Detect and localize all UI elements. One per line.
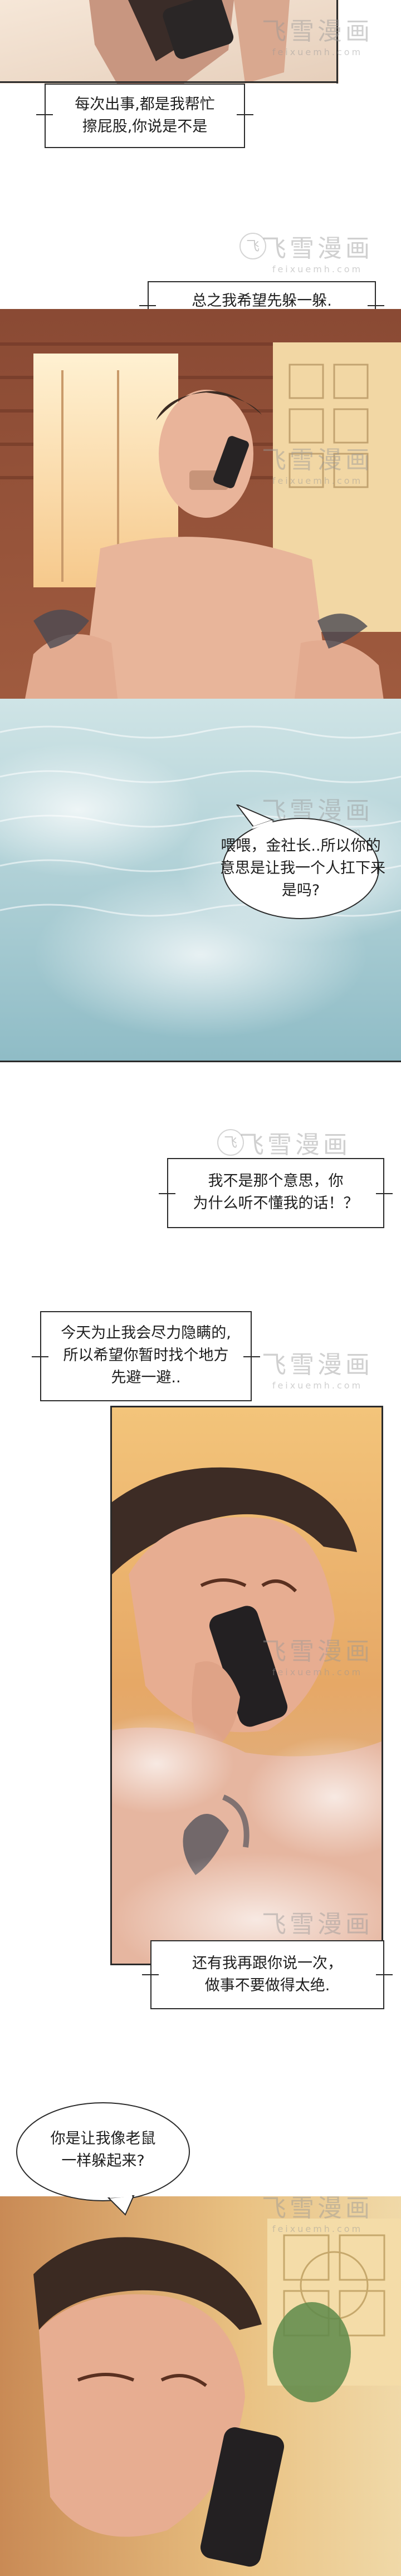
watermark: 飞雪漫画 feixuemh.com [262, 228, 373, 274]
crop-mark [142, 1974, 159, 1975]
panel-1-art [0, 0, 339, 84]
panel-border [0, 1061, 401, 1062]
comic-panel-4 [0, 2196, 401, 2576]
panel-2-art [0, 309, 401, 1061]
crop-mark [243, 1356, 260, 1357]
comic-panel-3 [110, 1406, 383, 1965]
narration-line: 擦屁股,你说是不是 [82, 118, 208, 135]
watermark-text: 飞雪漫画 [262, 17, 373, 46]
watermark-url: feixuemh.com [272, 1667, 363, 1677]
speech-line: 你是让我像老鼠 [50, 2130, 156, 2147]
speech-bubble-text: 你是让我像老鼠 一样躲起来? [14, 2128, 192, 2172]
watermark-text: 飞雪漫画 [262, 234, 373, 263]
narration-line: 所以希望你暂时找个地方 [63, 1347, 229, 1364]
speech-bubble: 喂喂，金社长..所以你的 意思是让我一个人扛下来 是吗? [220, 804, 385, 921]
watermark: 飞雪漫画 feixuemh.com [262, 11, 373, 57]
crop-mark [36, 114, 53, 115]
watermark-seal: 飞 [239, 233, 266, 259]
watermark-text: 飞雪漫画 [262, 2194, 373, 2222]
watermark-url: feixuemh.com [272, 475, 363, 486]
narration-line: 做事不要做得太绝. [204, 1977, 330, 1994]
narration-box: 每次出事,都是我帮忙 擦屁股,你说是不是 [45, 84, 245, 148]
speech-bubble-shape [222, 804, 379, 919]
watermark: 飞雪漫画 feixuemh.com [262, 1631, 373, 1677]
speech-bubble-shape [16, 2102, 190, 2216]
crop-mark [32, 1356, 48, 1357]
panel-4-art [0, 2196, 401, 2576]
narration-line: 先避一避.. [111, 1369, 181, 1386]
watermark-text: 飞雪漫画 [262, 1637, 373, 1666]
speech-bubble-text: 喂喂，金社长..所以你的 意思是让我一个人扛下来 是吗? [220, 835, 385, 902]
watermark-url: feixuemh.com [272, 264, 363, 274]
speech-line: 一样躲起来? [61, 2152, 145, 2170]
watermark-text: 飞雪漫画 [239, 1131, 351, 1159]
watermark: 飞雪漫画 feixuemh.com [262, 1345, 373, 1391]
narration-line: 为什么听不懂我的话！？ [193, 1195, 359, 1212]
crop-mark [376, 1193, 393, 1194]
narration-line: 还有我再跟你说一次， [192, 1955, 343, 1972]
crop-mark [376, 1974, 393, 1975]
crop-mark [139, 305, 156, 306]
comic-panel-2 [0, 309, 401, 1061]
watermark-text: 飞雪漫画 [262, 446, 373, 474]
panel-3-art [112, 1407, 382, 1964]
narration-box: 我不是那个意思，你 为什么听不懂我的话！？ [167, 1158, 384, 1228]
speech-line: 喂喂，金社长..所以你的 [221, 837, 381, 855]
comic-panel-1 [0, 0, 401, 84]
watermark: 飞雪漫画 feixuemh.com [262, 440, 373, 486]
watermark-text: 飞雪漫画 [262, 1351, 373, 1379]
narration-line: 每次出事,都是我帮忙 [75, 96, 215, 113]
crop-mark [159, 1193, 175, 1194]
watermark-seal: 飞 [217, 1129, 244, 1156]
speech-bubble: 你是让我像老鼠 一样躲起来? [14, 2099, 192, 2216]
panel-border [0, 81, 338, 83]
watermark-url: feixuemh.com [272, 47, 363, 57]
watermark-text: 飞雪漫画 [262, 1910, 373, 1939]
narration-line: 我不是那个意思，你 [208, 1172, 344, 1190]
speech-line: 是吗? [281, 882, 320, 899]
crop-mark [237, 114, 253, 115]
narration-line: 今天为止我会尽力隐瞒的, [61, 1324, 231, 1342]
panel-border [336, 0, 338, 84]
narration-line: 总之我希望先躲一躲. [192, 292, 332, 310]
crop-mark [368, 305, 384, 306]
watermark-url: feixuemh.com [272, 2224, 363, 2234]
speech-line: 意思是让我一个人扛下来 [220, 860, 385, 877]
watermark: 飞雪漫画 feixuemh.com [262, 2188, 373, 2234]
narration-box: 今天为止我会尽力隐瞒的, 所以希望你暂时找个地方 先避一避.. [40, 1311, 252, 1401]
watermark-url: feixuemh.com [272, 1380, 363, 1391]
narration-box: 还有我再跟你说一次， 做事不要做得太绝. [150, 1940, 384, 2009]
